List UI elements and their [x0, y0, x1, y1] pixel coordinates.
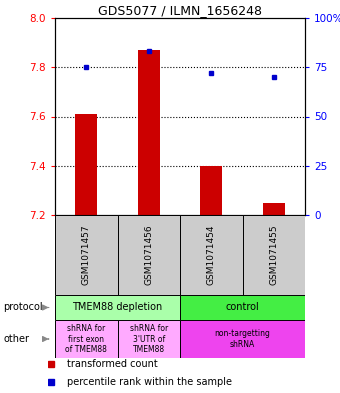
Bar — [242, 215, 305, 295]
Bar — [180, 295, 305, 320]
Text: other: other — [3, 334, 29, 344]
Text: control: control — [226, 303, 259, 312]
Text: GSM1071457: GSM1071457 — [82, 225, 91, 285]
Bar — [138, 50, 160, 215]
Title: GDS5077 / ILMN_1656248: GDS5077 / ILMN_1656248 — [98, 4, 262, 17]
Bar — [263, 203, 285, 215]
Bar — [180, 320, 305, 358]
Text: percentile rank within the sample: percentile rank within the sample — [67, 377, 232, 387]
Text: TMEM88 depletion: TMEM88 depletion — [72, 303, 163, 312]
Text: non-targetting
shRNA: non-targetting shRNA — [215, 329, 270, 349]
Text: GSM1071454: GSM1071454 — [207, 225, 216, 285]
Bar — [180, 215, 242, 295]
Text: GSM1071456: GSM1071456 — [144, 225, 153, 285]
Bar — [118, 215, 180, 295]
Text: GSM1071455: GSM1071455 — [269, 225, 278, 285]
Bar — [55, 215, 118, 295]
Text: protocol: protocol — [3, 303, 43, 312]
Text: shRNA for
first exon
of TMEM88: shRNA for first exon of TMEM88 — [65, 324, 107, 354]
Bar — [55, 295, 180, 320]
Bar — [55, 320, 118, 358]
Bar — [200, 166, 222, 215]
Text: transformed count: transformed count — [67, 359, 157, 369]
Bar — [118, 320, 180, 358]
Bar — [75, 114, 97, 215]
Text: shRNA for
3'UTR of
TMEM88: shRNA for 3'UTR of TMEM88 — [130, 324, 168, 354]
